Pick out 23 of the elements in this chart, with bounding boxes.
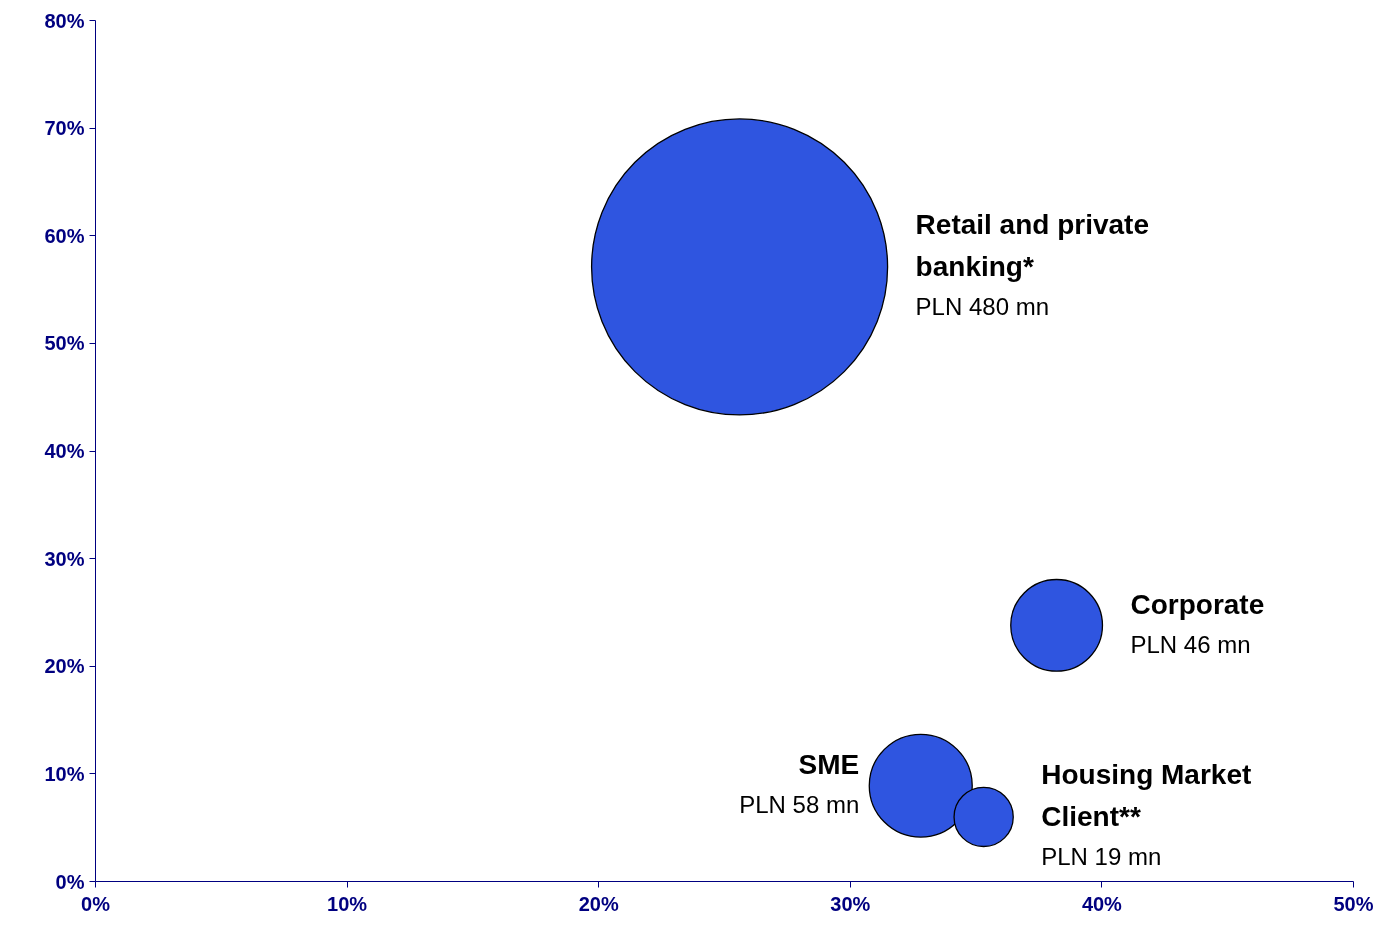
x-tick-label: 0% xyxy=(81,892,111,915)
y-tick-label: 0% xyxy=(55,870,85,893)
y-tick-label: 10% xyxy=(44,762,85,785)
y-tick-label: 40% xyxy=(44,440,85,462)
series-label: Retail and private banking* xyxy=(915,209,1149,283)
data-label: PLN 46 mn xyxy=(1130,630,1251,658)
x-tick-label: 10% xyxy=(327,892,368,915)
y-tick-label: 30% xyxy=(44,547,85,570)
series-label: Corporate xyxy=(1130,588,1265,620)
y-tick-label: 20% xyxy=(44,655,85,678)
y-tick-label: 60% xyxy=(44,224,85,247)
x-tick-label: 30% xyxy=(830,892,871,915)
x-tick-label: 40% xyxy=(1081,892,1123,915)
data-label: PLN 480 mn xyxy=(915,293,1049,321)
data-label: PLN 19 mn xyxy=(1041,843,1162,871)
y-tick-label: 50% xyxy=(44,332,85,355)
x-tick-label: 50% xyxy=(1333,892,1374,915)
series-label: Housing Market Client** xyxy=(1041,759,1252,833)
y-tick-label: 80% xyxy=(44,9,85,32)
x-tick-label: 20% xyxy=(578,892,619,915)
y-tick-label: 70% xyxy=(44,117,85,140)
series-label: SME xyxy=(798,749,860,781)
data-label: PLN 58 mn xyxy=(739,791,860,819)
